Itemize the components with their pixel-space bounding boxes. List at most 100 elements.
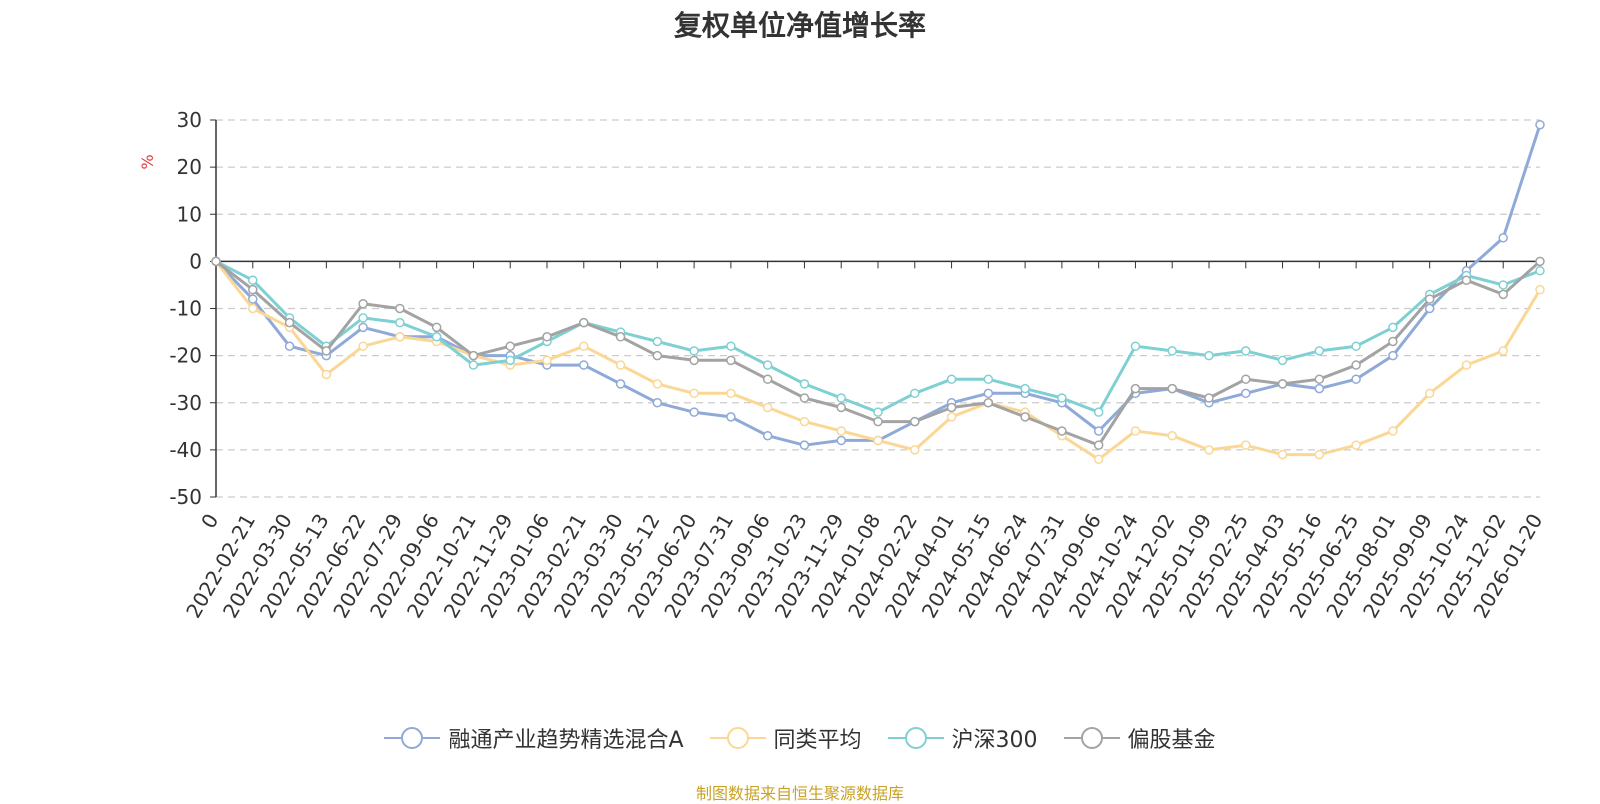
- data-point: [431, 332, 442, 342]
- legend: 融通产业趋势精选混合A 同类平均 沪深300 偏股基金: [0, 722, 1600, 754]
- data-point: [468, 350, 479, 361]
- data-point: [1277, 355, 1288, 366]
- data-point: [1241, 388, 1251, 399]
- data-source-note: 制图数据来自恒生聚源数据库: [695, 784, 904, 803]
- data-point: [726, 355, 736, 366]
- data-point: [652, 336, 663, 347]
- legend-label-fund: 融通产业趋势精选混合A: [448, 728, 684, 753]
- y-axis-unit-label: %: [138, 154, 157, 169]
- data-point: [726, 412, 736, 422]
- y-tick-label: -30: [169, 391, 202, 415]
- data-point: [615, 332, 626, 342]
- data-point: [284, 341, 295, 351]
- data-point: [1388, 322, 1398, 333]
- data-point: [689, 346, 699, 356]
- data-point: [248, 275, 258, 285]
- data-point: [579, 341, 589, 351]
- data-point: [615, 360, 626, 370]
- data-point: [395, 317, 405, 328]
- legend-label-category-average: 同类平均: [773, 728, 862, 753]
- data-point: [468, 360, 479, 370]
- data-point: [836, 426, 846, 436]
- data-point: [946, 402, 957, 413]
- data-point: [1498, 289, 1508, 300]
- data-point: [1424, 303, 1435, 314]
- data-point: [946, 374, 957, 384]
- data-point: [689, 388, 699, 399]
- data-point: [1314, 383, 1325, 394]
- data-point: [579, 360, 589, 370]
- y-tick-label: -40: [169, 438, 202, 462]
- data-point: [1351, 374, 1361, 384]
- data-point: [1241, 374, 1251, 384]
- data-point: [1093, 440, 1104, 450]
- data-point: [836, 402, 846, 413]
- legend-item-csi300[interactable]: 沪深300: [887, 722, 1038, 754]
- data-point: [1167, 383, 1177, 394]
- data-point: [1130, 426, 1141, 436]
- data-point: [873, 435, 883, 446]
- data-point: [689, 407, 699, 417]
- data-point: [1535, 256, 1545, 267]
- legend-item-category-average[interactable]: 同类平均: [709, 722, 862, 754]
- data-point: [1314, 449, 1325, 460]
- data-point: [1167, 346, 1177, 356]
- data-point: [1277, 449, 1288, 460]
- data-point: [615, 379, 626, 389]
- data-point: [505, 341, 515, 351]
- data-point: [652, 350, 663, 361]
- data-point: [799, 416, 810, 427]
- data-point: [799, 393, 810, 403]
- data-point: [1130, 383, 1141, 394]
- line-chart: 3020100-10-20-30-40-50%02022-02-212022-0…: [138, 108, 1547, 622]
- data-point: [726, 388, 736, 399]
- legend-marker-category-average: [709, 726, 766, 750]
- data-point: [652, 398, 663, 408]
- data-point: [1388, 426, 1398, 436]
- data-point: [983, 398, 994, 408]
- data-point: [395, 332, 405, 342]
- data-point: [983, 374, 994, 384]
- data-point: [726, 341, 736, 351]
- data-point: [1277, 379, 1288, 389]
- y-tick-label: 30: [177, 108, 202, 132]
- data-point: [762, 402, 773, 413]
- data-point: [542, 332, 552, 342]
- data-point: [1388, 336, 1398, 347]
- data-point: [1461, 275, 1472, 285]
- data-point: [910, 388, 920, 399]
- data-point: [910, 416, 920, 427]
- data-point: [1351, 341, 1361, 351]
- data-point: [1351, 360, 1361, 370]
- data-point: [1314, 346, 1325, 356]
- data-point: [358, 299, 368, 309]
- data-point: [211, 256, 221, 267]
- data-point: [1204, 393, 1214, 403]
- legend-item-fund[interactable]: 融通产业趋势精选混合A: [384, 722, 684, 754]
- legend-label-equity-funds: 偏股基金: [1127, 728, 1216, 753]
- data-point: [1057, 426, 1067, 436]
- data-point: [836, 393, 846, 403]
- data-point: [579, 317, 589, 328]
- data-point: [1535, 284, 1545, 295]
- y-tick-label: -50: [169, 485, 202, 509]
- data-point: [358, 341, 368, 351]
- data-point: [762, 374, 773, 384]
- data-point: [321, 346, 332, 356]
- legend-marker-csi300: [887, 726, 944, 750]
- series-line-0: [214, 123, 1542, 447]
- data-point: [689, 355, 699, 366]
- data-point: [1424, 294, 1435, 304]
- data-point: [248, 284, 258, 295]
- y-tick-label: -10: [169, 297, 202, 321]
- data-point: [248, 303, 258, 314]
- data-point: [1093, 407, 1104, 417]
- legend-marker-fund: [384, 726, 441, 750]
- data-point: [652, 379, 663, 389]
- data-point: [1535, 119, 1545, 130]
- data-point: [1241, 440, 1251, 450]
- legend-item-equity-funds[interactable]: 偏股基金: [1063, 722, 1216, 754]
- data-point: [1535, 266, 1545, 276]
- data-point: [799, 440, 810, 450]
- data-point: [983, 388, 994, 399]
